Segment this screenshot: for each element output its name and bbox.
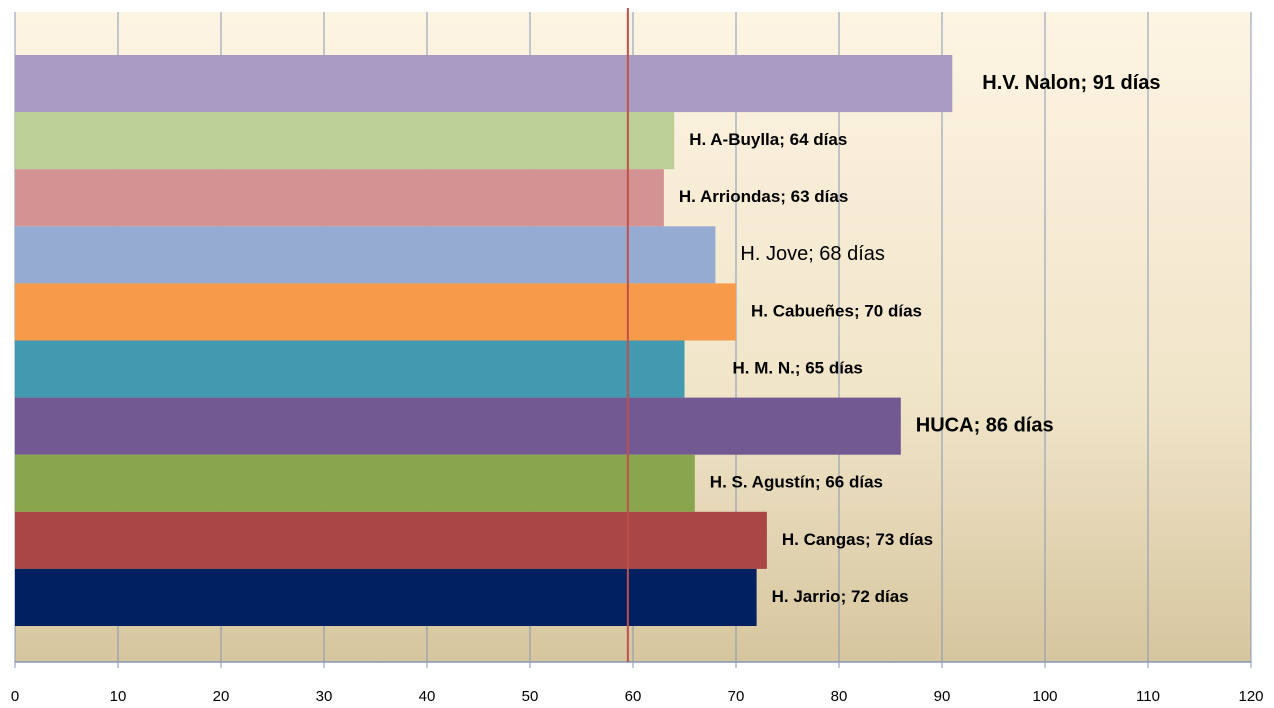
x-tick-label: 120 [1238,688,1263,705]
bar [15,340,685,398]
data-label: H. A-Buylla; 64 días [689,130,847,149]
bar [15,568,757,626]
bar [15,169,664,227]
bar [15,283,736,341]
bar [15,511,767,569]
bar [15,454,695,512]
x-tick-label: 30 [316,688,333,705]
data-label: H. Cangas; 73 días [782,530,933,549]
x-tick-label: 100 [1032,688,1057,705]
x-tick-label: 10 [110,688,127,705]
x-tick-label: 60 [625,688,642,705]
data-label: H. S. Agustín; 66 días [710,473,883,492]
x-tick-label: 0 [11,688,19,705]
x-tick-label: 90 [934,688,951,705]
data-label: H. Jarrio; 72 días [772,587,909,606]
bar [15,226,716,284]
data-label: HUCA; 86 días [916,414,1054,436]
x-tick-label: 20 [213,688,230,705]
x-tick-label: 80 [831,688,848,705]
bar [15,397,901,455]
data-label: H.V. Nalon; 91 días [982,72,1160,94]
x-tick-label: 70 [728,688,745,705]
data-label: H. M. N.; 65 días [733,359,863,378]
x-tick-label: 50 [522,688,539,705]
x-tick-label: 110 [1136,688,1160,705]
x-tick-label: 40 [419,688,436,705]
data-label: H. Cabueñes; 70 días [751,301,922,320]
data-label: H. Jove; 68 días [740,243,885,265]
bar [15,55,953,113]
bar [15,112,675,170]
data-label: H. Arriondas; 63 días [679,187,848,206]
